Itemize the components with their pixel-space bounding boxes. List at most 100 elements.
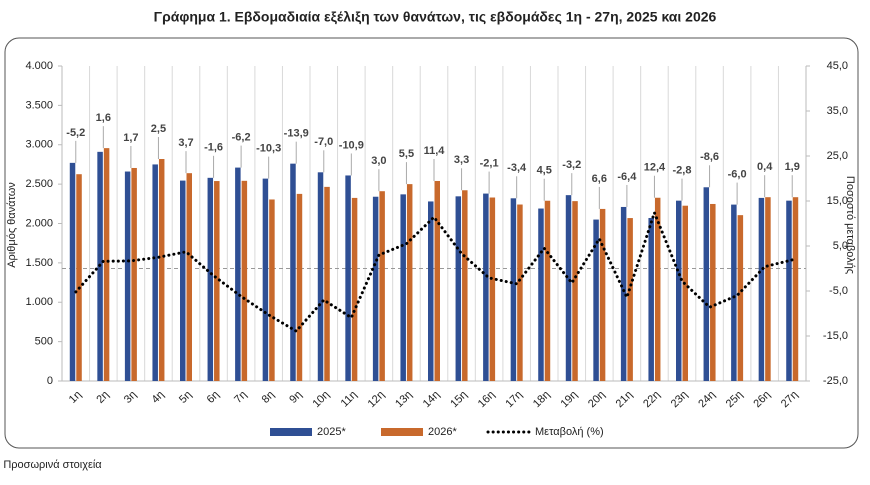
bar: [538, 208, 544, 381]
bar: [731, 204, 737, 381]
data-label: 6,6: [592, 173, 607, 185]
y-tick-label: 0: [47, 375, 53, 387]
x-tick-label: 23η: [669, 389, 690, 410]
x-tick-label: 9η: [287, 389, 304, 406]
data-label: -3,4: [507, 162, 527, 174]
bar: [620, 206, 627, 381]
y2-tick-label: -5,0: [829, 285, 848, 297]
bar: [131, 167, 137, 381]
y-tick-label: 500: [35, 336, 53, 348]
y-tick-label: 1.500: [25, 257, 53, 269]
x-tick-label: 26η: [751, 389, 772, 410]
bar: [290, 163, 296, 381]
x-tick-label: 16η: [476, 389, 497, 410]
y2-tick-label: 25,0: [827, 150, 848, 162]
bar: [152, 164, 158, 381]
x-tick-label: 8η: [260, 389, 277, 406]
data-label: -2,8: [673, 165, 692, 177]
data-label: 3,3: [454, 154, 469, 166]
x-tick-label: 19η: [558, 389, 579, 410]
y-tick-label: 2.500: [25, 178, 53, 190]
x-tick-label: 13η: [393, 389, 414, 410]
data-label: -7,0: [314, 136, 333, 148]
bar: [351, 197, 358, 381]
y2-tick-label: 15,0: [827, 195, 848, 207]
y-tick-label: 3.500: [25, 99, 53, 111]
x-tick-label: 5η: [177, 389, 194, 406]
data-label: -5,2: [66, 127, 85, 139]
x-tick-label: 25η: [724, 389, 745, 410]
bar: [428, 201, 434, 381]
bar: [317, 172, 324, 381]
data-label: -2,1: [480, 157, 499, 169]
y2-tick-label: -25,0: [823, 375, 848, 387]
data-label: 1,7: [123, 132, 138, 144]
bar: [434, 180, 440, 381]
bar: [406, 184, 413, 381]
bar: [572, 201, 578, 381]
data-label: -6,2: [232, 131, 251, 143]
data-label: -6,0: [728, 169, 747, 181]
data-label: -10,3: [256, 143, 281, 155]
footnote: * Προσωρινά στοιχεία: [0, 459, 102, 471]
bar: [565, 195, 572, 381]
data-label: -10,9: [339, 139, 364, 151]
data-label: 4,5: [537, 165, 552, 177]
x-tick-label: 24η: [696, 389, 717, 410]
x-tick-label: 2η: [94, 389, 111, 406]
bar: [593, 219, 599, 381]
data-label: 1,6: [96, 112, 111, 124]
bar: [676, 200, 682, 381]
bar: [379, 191, 385, 381]
bar: [76, 174, 82, 381]
bar: [235, 167, 241, 381]
data-label: -6,4: [617, 171, 637, 183]
x-tick-label: 20η: [586, 389, 607, 410]
data-label: -13,9: [284, 128, 309, 140]
bar: [510, 198, 517, 381]
bar: [124, 171, 131, 381]
legend-swatch: [270, 428, 312, 436]
bar: [372, 196, 379, 381]
y-tick-label: 3.000: [25, 139, 53, 151]
chart-frame: [4, 37, 859, 449]
bar: [214, 181, 220, 381]
bar: [489, 197, 496, 381]
bar: [792, 197, 799, 381]
x-tick-label: 6η: [205, 389, 222, 406]
y2-tick-label: 5,0: [833, 240, 848, 252]
bar: [710, 203, 716, 381]
bar: [180, 180, 186, 381]
x-tick-label: 22η: [641, 389, 662, 410]
y-tick-label: 1.000: [25, 296, 53, 308]
bar: [262, 178, 269, 381]
bar: [627, 218, 633, 381]
x-tick-label: 1η: [67, 389, 84, 406]
data-label: 3,0: [371, 155, 386, 167]
change-line: [74, 208, 794, 334]
x-tick-label: 7η: [232, 389, 249, 406]
x-tick-label: 15η: [448, 389, 469, 410]
y-axis-title: Αριθμός θανάτων: [6, 182, 18, 268]
bar: [599, 208, 606, 381]
y-tick-label: 2.000: [25, 217, 53, 229]
bar: [786, 200, 792, 381]
bar: [269, 199, 275, 381]
y2-tick-label: -15,0: [823, 330, 848, 342]
bar: [103, 148, 110, 381]
data-label: 1,9: [785, 161, 800, 173]
bar: [345, 175, 351, 381]
legend-swatch: [381, 428, 423, 436]
x-tick-label: 3η: [122, 389, 139, 406]
y2-tick-label: 35,0: [827, 105, 848, 117]
data-label: -3,2: [562, 159, 581, 171]
bar: [400, 194, 406, 381]
x-tick-label: 11η: [339, 389, 360, 410]
y2-axis-title: Ποσοστό μεταβολής: [844, 176, 856, 274]
x-tick-label: 17η: [503, 389, 524, 410]
bar: [296, 193, 303, 381]
x-tick-label: 21η: [614, 389, 635, 410]
bar: [737, 215, 744, 381]
